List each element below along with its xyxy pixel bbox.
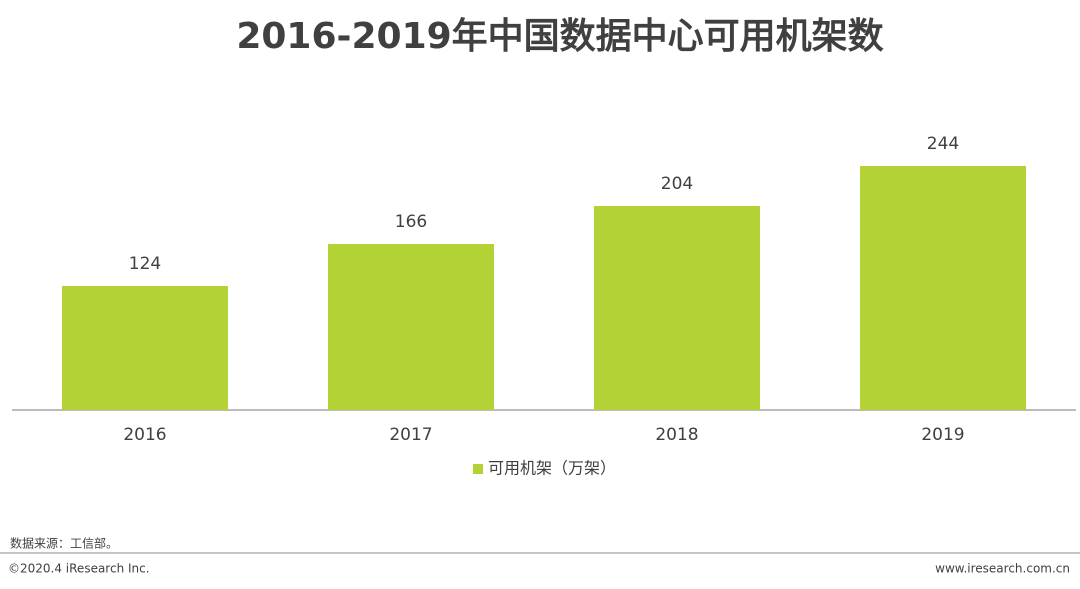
x-tick-label: 2018 [655,425,698,445]
x-tick-label: 2019 [921,425,964,445]
bar [860,166,1026,410]
bar [62,286,228,410]
data-label: 166 [395,212,427,232]
x-tick-label: 2017 [389,425,432,445]
data-label: 204 [661,174,693,194]
data-label: 124 [129,254,161,274]
bar [328,244,494,410]
chart-title: 2016-2019年中国数据中心可用机架数 [236,16,883,57]
legend-label: 可用机架（万架） [488,459,616,478]
legend-swatch [473,464,483,474]
x-tick-label: 2016 [123,425,166,445]
data-label: 244 [927,134,959,154]
copyright: ©2020.4 iResearch Inc. [8,562,150,576]
bar [594,206,760,410]
website: www.iresearch.com.cn [935,562,1070,576]
source-note: 数据来源：工信部。 [10,536,118,551]
